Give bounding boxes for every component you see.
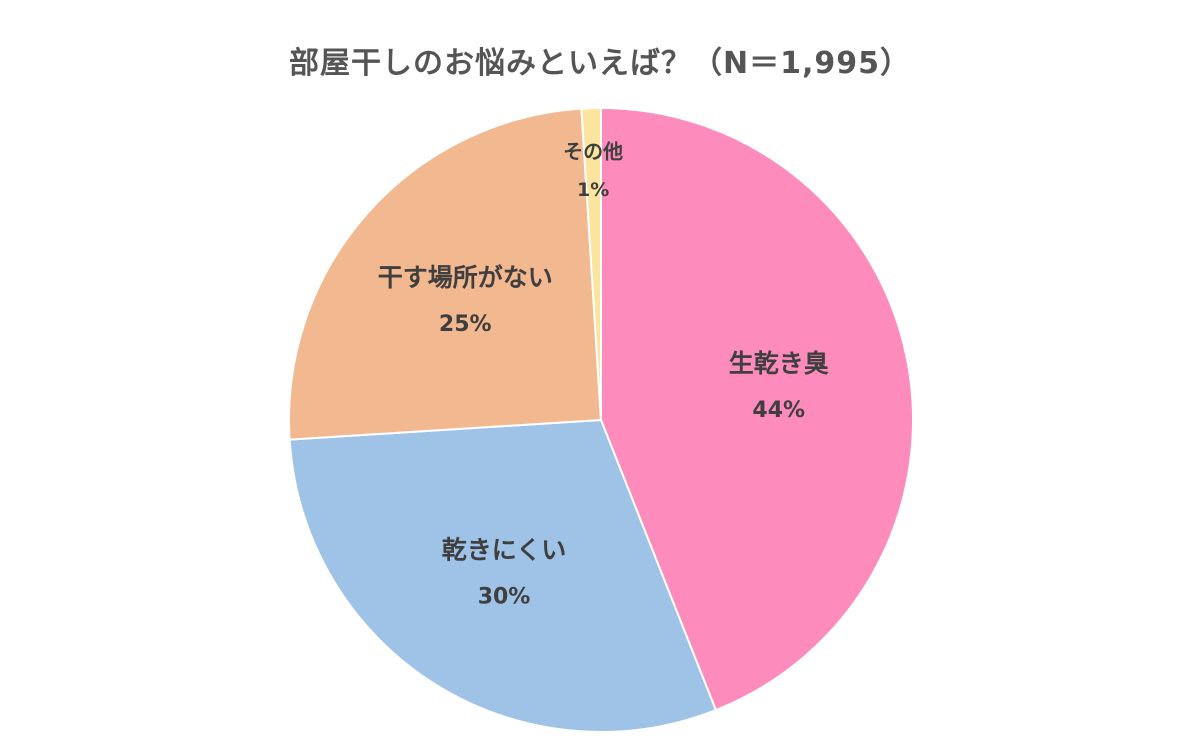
chart-title: 部屋干しのお悩みといえば？（N＝1,995） <box>289 46 911 81</box>
pie-slice-1 <box>600 106 914 712</box>
slice-label-2: 乾きにくい <box>442 536 567 565</box>
pie-slice-3 <box>288 107 603 441</box>
pie-slice-2 <box>288 418 718 733</box>
slice-label-3: 干す場所がない <box>378 263 553 292</box>
slice-value-2: 30% <box>478 584 531 609</box>
slice-label-1: 生乾き臭 <box>729 349 829 378</box>
slice-value-1: 44% <box>752 398 805 423</box>
slice-label-4: その他 <box>563 140 623 164</box>
slice-value-3: 25% <box>439 312 492 337</box>
slice-value-4: 1% <box>577 179 609 201</box>
pie-slice-4 <box>580 106 602 421</box>
